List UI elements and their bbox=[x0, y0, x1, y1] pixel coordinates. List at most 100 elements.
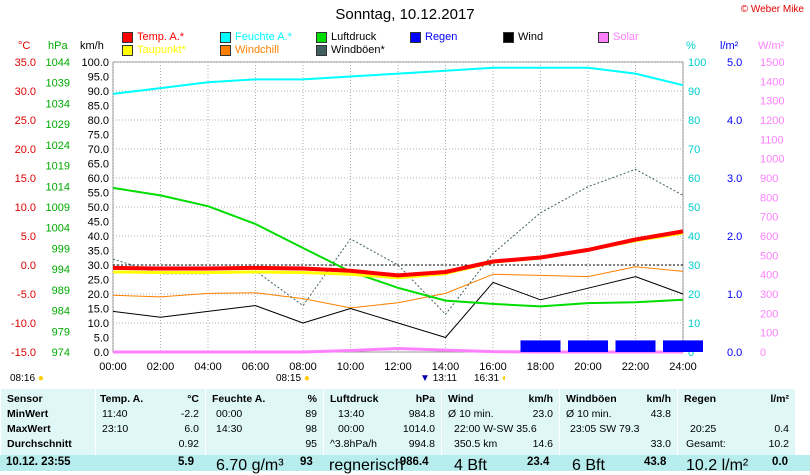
current-rain: 0.0 bbox=[772, 456, 788, 468]
hpa-tick: 1034 bbox=[46, 98, 70, 110]
lm2-tick: 3.0 bbox=[727, 173, 742, 185]
legend-label: Windchill bbox=[235, 44, 280, 56]
lm2-tick: 0.0 bbox=[727, 347, 742, 359]
celsius-tick: 15.0 bbox=[15, 173, 36, 185]
current-values-row: 10.12. 23:55 5.9 6.70 g/m³ 93 regnerisch… bbox=[0, 455, 810, 474]
gust-max-value: 23:05 SW 79.3 bbox=[570, 423, 640, 435]
x-tick: 12:00 bbox=[384, 361, 412, 373]
legend-swatch bbox=[410, 31, 421, 43]
kmh-tick: 45.0 bbox=[88, 217, 109, 229]
wm2-tick: 1000 bbox=[760, 154, 784, 166]
x-tick: 18:00 bbox=[527, 361, 555, 373]
legend-swatch bbox=[220, 44, 231, 56]
wind-distance: 350.5 km bbox=[454, 438, 498, 450]
hpa-tick: 989 bbox=[52, 285, 70, 297]
x-tick: 08:00 bbox=[289, 361, 317, 373]
pressure-header: Luftdruck bbox=[330, 393, 379, 405]
lm2-tick: 2.0 bbox=[727, 231, 742, 243]
legend-swatch bbox=[316, 31, 327, 43]
hpa-tick: 1024 bbox=[46, 140, 70, 152]
wm2-tick: 0 bbox=[760, 347, 766, 359]
hpa-tick: 979 bbox=[52, 326, 70, 338]
celsius-tick: 0.0 bbox=[21, 260, 36, 272]
pressure-max-time: 00:00 bbox=[338, 423, 365, 435]
credit-text: © Weber Mike bbox=[740, 4, 804, 15]
pressure-min-time: 13:40 bbox=[338, 408, 365, 420]
kmh-tick: 80.0 bbox=[88, 115, 109, 127]
celsius-tick: 20.0 bbox=[15, 144, 36, 156]
kmh-tick: 35.0 bbox=[88, 246, 109, 258]
wind-max-value: 22:00 W-SW 35.6 bbox=[454, 423, 537, 435]
kmh-tick: 5.0 bbox=[94, 333, 109, 345]
wm2-tick: 500 bbox=[760, 250, 778, 262]
hpa-tick: 1044 bbox=[46, 57, 70, 69]
legend-label: Temp. A.* bbox=[137, 31, 185, 43]
celsius-tick: 30.0 bbox=[15, 86, 36, 98]
kmh-tick: 60.0 bbox=[88, 173, 109, 185]
legend-label: Feuchte A.* bbox=[235, 31, 292, 43]
pressure-trend: ^3.8hPa/h bbox=[330, 438, 377, 450]
humidity-min-time: 00:00 bbox=[216, 408, 243, 420]
kmh-tick: 15.0 bbox=[88, 304, 109, 316]
humidity-unit: % bbox=[307, 393, 317, 405]
legend-item: Windböen* bbox=[316, 44, 385, 56]
legend-item: Wind bbox=[503, 31, 543, 43]
percent-tick: 0 bbox=[688, 347, 694, 359]
rain-bar bbox=[663, 340, 703, 352]
legend-label: Luftdruck bbox=[331, 31, 377, 43]
percent-tick: 60 bbox=[688, 173, 700, 185]
hpa-tick: 1004 bbox=[46, 223, 70, 235]
humidity-max-value: 98 bbox=[305, 423, 317, 435]
gust-avg-value: 33.0 bbox=[650, 438, 671, 450]
wm2-tick: 100 bbox=[760, 328, 778, 340]
legend-swatch bbox=[220, 31, 231, 43]
legend-label: Regen bbox=[425, 31, 458, 43]
rain-bar bbox=[568, 340, 608, 352]
celsius-tick: -5.0 bbox=[17, 289, 36, 301]
series-line-wind bbox=[112, 276, 684, 338]
rain-max-value: 0.4 bbox=[774, 423, 789, 435]
wm2-tick: 600 bbox=[760, 231, 778, 243]
kmh-tick: 25.0 bbox=[88, 275, 109, 287]
humidity-min-value: 89 bbox=[305, 408, 317, 420]
current-timestamp: 10.12. 23:55 bbox=[6, 456, 71, 468]
x-tick: 04:00 bbox=[194, 361, 222, 373]
kmh-tick: 70.0 bbox=[88, 144, 109, 156]
rain-total-value: 10.2 bbox=[768, 438, 789, 450]
sunrise-plot-label: 08:15 ● bbox=[276, 373, 310, 384]
axis-header-percent: % bbox=[686, 40, 696, 52]
wind-header: Wind bbox=[448, 393, 474, 405]
percent-tick: 80 bbox=[688, 115, 700, 127]
current-wind: 23.4 bbox=[527, 456, 550, 468]
pressure-avg-value: 994.8 bbox=[408, 438, 435, 450]
wm2-tick: 1100 bbox=[760, 134, 784, 146]
rain-bar bbox=[615, 340, 656, 352]
legend-item: Temp. A.* bbox=[122, 31, 184, 43]
series-line-feuchte-a bbox=[112, 66, 684, 95]
lm2-tick: 4.0 bbox=[727, 115, 742, 127]
current-gust: 43.8 bbox=[644, 456, 667, 468]
kmh-tick: 40.0 bbox=[88, 231, 109, 243]
kmh-tick: 10.0 bbox=[88, 318, 109, 330]
kmh-tick: 85.0 bbox=[88, 101, 109, 113]
hpa-tick: 974 bbox=[52, 347, 70, 359]
legend-item: Solar bbox=[598, 31, 639, 43]
wm2-tick: 1400 bbox=[760, 76, 784, 88]
series-line-temp-a bbox=[112, 229, 684, 278]
sunrise-time: 08:16 bbox=[10, 373, 36, 384]
sunset-time: 16:31 bbox=[474, 373, 500, 384]
pressure-max-value: 1014.0 bbox=[402, 423, 435, 435]
wm2-tick: 1300 bbox=[760, 96, 784, 108]
temp-max-value: 6.0 bbox=[184, 423, 199, 435]
percent-tick: 100 bbox=[688, 57, 706, 69]
celsius-tick: -10.0 bbox=[11, 318, 36, 330]
hpa-tick: 1019 bbox=[46, 161, 70, 173]
hpa-tick: 984 bbox=[52, 306, 70, 318]
current-humidity: 93 bbox=[300, 456, 313, 468]
percent-tick: 40 bbox=[688, 231, 700, 243]
rain-unit: l/m² bbox=[770, 393, 789, 405]
legend-swatch bbox=[598, 31, 609, 43]
lm2-tick: 1.0 bbox=[727, 289, 742, 301]
kmh-tick: 90.0 bbox=[88, 86, 109, 98]
current-pressure: ↑986.4 bbox=[394, 456, 429, 468]
